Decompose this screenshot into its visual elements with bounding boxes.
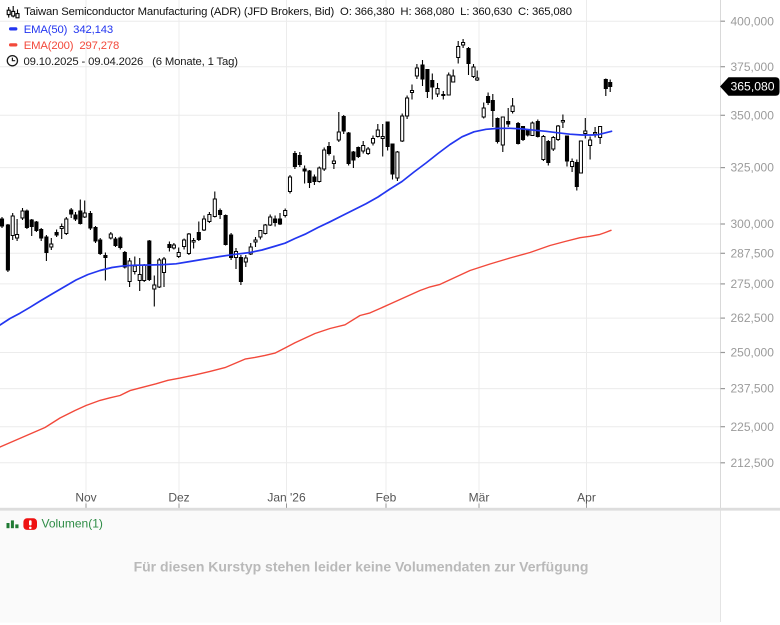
svg-text:Jan '26: Jan '26 bbox=[267, 491, 306, 505]
svg-text:EMA(200) 297,278: EMA(200) 297,278 bbox=[24, 40, 119, 52]
svg-text:262,500: 262,500 bbox=[731, 311, 775, 325]
svg-text:375,000: 375,000 bbox=[731, 60, 775, 74]
svg-text:Feb: Feb bbox=[376, 491, 397, 505]
svg-text:325,000: 325,000 bbox=[731, 161, 775, 175]
svg-text:Für diesen Kurstyp stehen leid: Für diesen Kurstyp stehen leider keine V… bbox=[134, 559, 589, 575]
svg-text:365,080: 365,080 bbox=[731, 80, 775, 94]
svg-text:Apr: Apr bbox=[577, 491, 596, 505]
svg-text:Nov: Nov bbox=[75, 491, 96, 505]
svg-text:300,000: 300,000 bbox=[731, 217, 775, 231]
svg-text:Dez: Dez bbox=[168, 491, 189, 505]
svg-text:287,500: 287,500 bbox=[731, 246, 775, 260]
svg-text:Volumen(1): Volumen(1) bbox=[42, 517, 103, 531]
svg-text:Taiwan Semiconductor Manufactu: Taiwan Semiconductor Manufacturing (ADR)… bbox=[24, 6, 572, 18]
svg-text:225,000: 225,000 bbox=[731, 420, 775, 434]
svg-text:250,000: 250,000 bbox=[731, 346, 775, 360]
svg-text:237,500: 237,500 bbox=[731, 382, 775, 396]
svg-text:350,000: 350,000 bbox=[731, 108, 775, 122]
svg-text:09.10.2025 - 09.04.2026 (6 M: 09.10.2025 - 09.04.2026 (6 Monate, 1 Tag… bbox=[24, 56, 239, 68]
svg-text:400,000: 400,000 bbox=[731, 14, 775, 28]
svg-text:Mär: Mär bbox=[469, 491, 490, 505]
svg-text:212,500: 212,500 bbox=[731, 456, 775, 470]
svg-text:EMA(50) 342,143: EMA(50) 342,143 bbox=[24, 24, 113, 36]
svg-text:275,000: 275,000 bbox=[731, 277, 775, 291]
